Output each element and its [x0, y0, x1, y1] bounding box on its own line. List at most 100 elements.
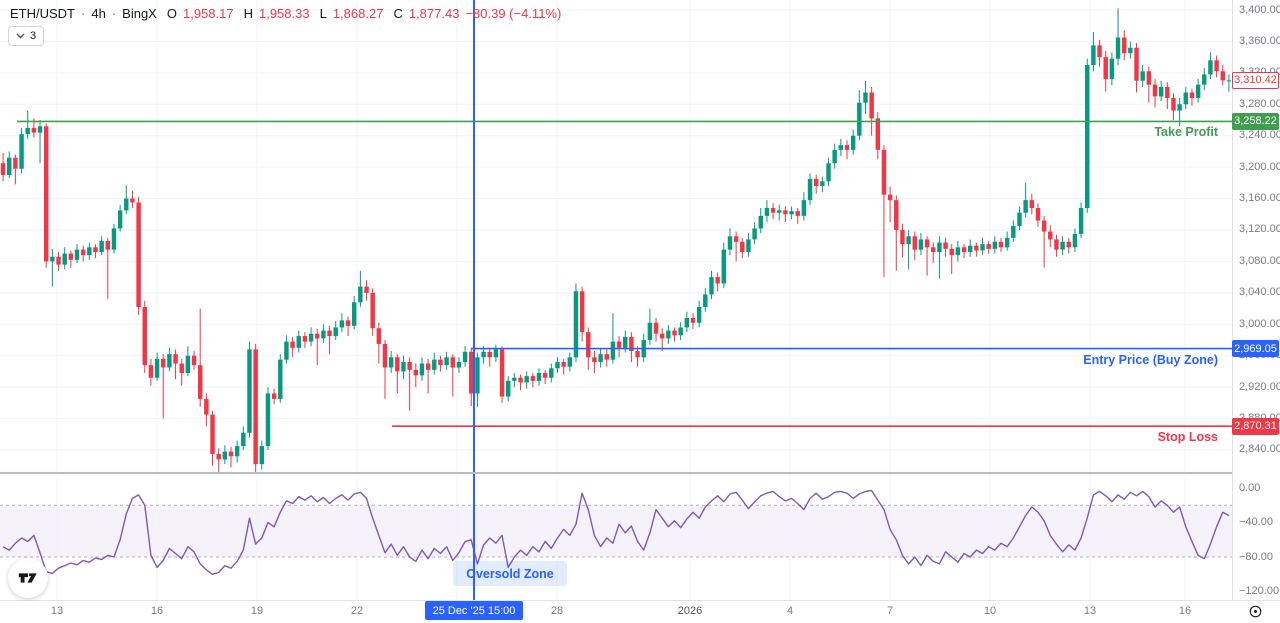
- candle-body: [770, 207, 776, 213]
- candle-body: [1165, 86, 1170, 98]
- candle-body: [1152, 84, 1158, 97]
- last-price-badge: 3,310.42: [1232, 71, 1279, 89]
- candle-body: [327, 330, 332, 337]
- candle-body: [1103, 57, 1108, 80]
- candle-body: [179, 363, 184, 373]
- indicator-axis-label: 0.00: [1239, 481, 1261, 494]
- candle-body: [425, 363, 431, 370]
- candle-body: [1134, 47, 1139, 81]
- candle-body: [524, 376, 529, 383]
- candle-body: [1097, 45, 1102, 58]
- interval-label[interactable]: 4h: [91, 6, 106, 21]
- candle-body: [191, 355, 197, 366]
- separator: ·: [111, 6, 117, 21]
- candle-body: [1121, 37, 1127, 54]
- candle-body: [25, 127, 30, 135]
- candle-body: [752, 228, 757, 240]
- candle-body: [1109, 58, 1115, 80]
- collapsed-indicators-button[interactable]: 3: [8, 26, 45, 46]
- price-axis-label: 3,240.00: [1239, 129, 1280, 142]
- candle-body: [247, 349, 252, 433]
- candle-body: [1011, 226, 1016, 238]
- tradingview-logo[interactable]: [8, 558, 48, 598]
- candle-body: [1177, 104, 1182, 111]
- candle-body: [419, 363, 425, 376]
- candle-body: [407, 361, 412, 370]
- candle-body: [789, 211, 794, 215]
- candle-body: [943, 242, 948, 249]
- candle-body: [666, 330, 671, 339]
- candle-body: [961, 247, 967, 252]
- candle-body: [783, 210, 788, 215]
- price-axis-label: 3,360.00: [1239, 34, 1280, 47]
- candle-body: [462, 351, 468, 362]
- candle-body: [518, 377, 523, 383]
- panel-separator[interactable]: [0, 472, 1232, 474]
- vertical-line-drawing[interactable]: [473, 0, 475, 600]
- time-axis-label: 16: [1178, 605, 1192, 617]
- candle-body: [1208, 60, 1213, 75]
- take-profit-label[interactable]: Take Profit: [1154, 125, 1218, 140]
- candle-body: [487, 351, 492, 358]
- collapsed-indicators-count: 3: [30, 30, 37, 42]
- candle-body: [130, 198, 135, 203]
- candle-body: [1128, 47, 1133, 54]
- candle-body: [549, 368, 554, 378]
- candle-body: [1041, 220, 1047, 232]
- stop-loss-label[interactable]: Stop Loss: [1157, 430, 1218, 445]
- price-axis-label: 3,120.00: [1239, 223, 1280, 236]
- price-axis[interactable]: 3,400.003,360.003,320.003,280.003,240.00…: [1233, 0, 1280, 600]
- candle-body: [616, 341, 622, 348]
- candle-body: [832, 149, 837, 164]
- time-axis-label: 13: [50, 605, 64, 617]
- price-chart-plot[interactable]: [0, 0, 1232, 474]
- time-axis-border: [0, 600, 1280, 601]
- candle-body: [653, 322, 659, 334]
- symbol-legend[interactable]: ETH/USDT · 4h · BingX O 1,958.17 H 1,958…: [10, 6, 561, 21]
- exchange-label[interactable]: BingX: [122, 6, 157, 21]
- oversold-zone-annotation[interactable]: Oversold Zone: [453, 561, 567, 586]
- candle-body: [210, 414, 215, 454]
- candle-body: [99, 240, 104, 252]
- candle-body: [610, 341, 616, 360]
- candle-body: [672, 330, 677, 336]
- candle-body: [838, 145, 844, 150]
- ohlc-close-value: 1,877.43: [408, 6, 460, 21]
- candle-body: [844, 145, 850, 150]
- candle-body: [998, 241, 1004, 248]
- candle-body: [401, 361, 406, 372]
- change-value: −80.39 (−4.11%): [465, 6, 562, 21]
- williams-r-plot[interactable]: [0, 474, 1232, 600]
- candle-body: [1072, 233, 1078, 248]
- axis-settings-icon[interactable]: [1247, 603, 1264, 620]
- price-axis-label: 3,040.00: [1239, 286, 1280, 299]
- candle-body: [647, 322, 653, 340]
- candle-body: [351, 302, 357, 326]
- take-profit-price-badge: 3,258.22: [1232, 112, 1279, 130]
- candle-body: [234, 446, 240, 457]
- entry-price-label[interactable]: Entry Price (Buy Zone): [1083, 352, 1218, 367]
- candle-body: [635, 350, 640, 358]
- candle-body: [1220, 71, 1225, 81]
- time-axis-label: 22: [350, 605, 364, 617]
- candle-body: [105, 240, 111, 250]
- candle-body: [438, 359, 443, 366]
- candle-body: [364, 286, 369, 293]
- price-axis-label: 3,400.00: [1239, 3, 1280, 16]
- candle-body: [709, 277, 714, 295]
- candle-body: [721, 249, 727, 284]
- candle-body: [117, 210, 123, 229]
- symbol-name[interactable]: ETH/USDT: [10, 6, 75, 21]
- candle-body: [1183, 92, 1189, 105]
- time-axis[interactable]: 13 16 19 22 28 2026 4 7 10 13 16: [0, 601, 1280, 623]
- oversold-band: [0, 505, 1232, 557]
- candle-body: [740, 241, 745, 252]
- candle-body: [278, 359, 283, 399]
- candle-body: [161, 358, 166, 368]
- price-axis-label: 2,840.00: [1239, 443, 1280, 456]
- candle-body: [1171, 97, 1176, 111]
- candle-body: [1226, 80, 1232, 82]
- candle-body: [43, 126, 49, 262]
- candle-body: [444, 357, 449, 366]
